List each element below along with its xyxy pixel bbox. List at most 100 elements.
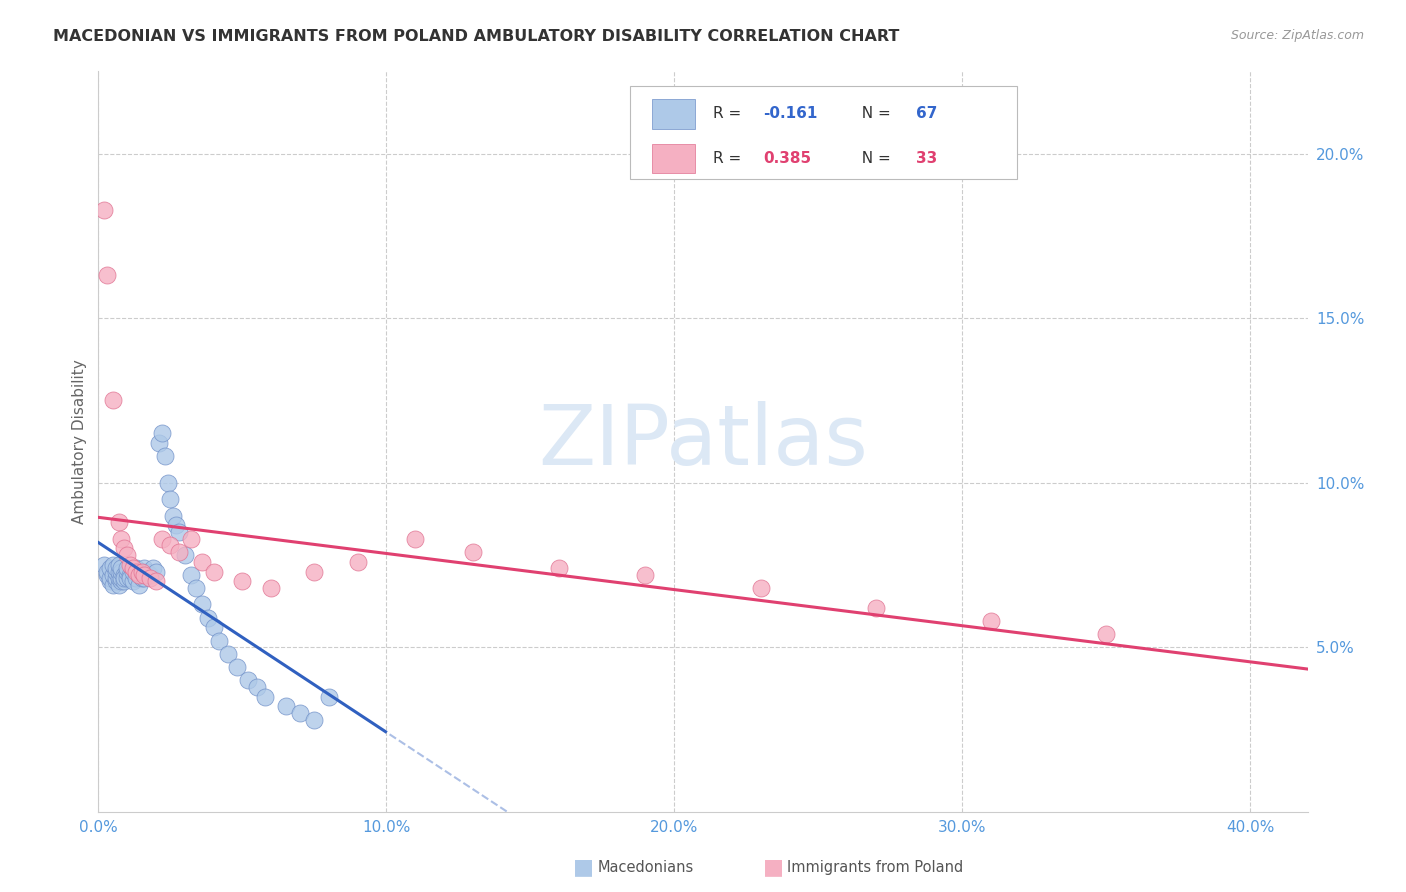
Point: [202, 565, 225, 579]
Point: [180, 532, 202, 546]
Point: [93, 202, 115, 217]
Point: [120, 571, 142, 585]
Point: [1095, 627, 1118, 641]
Point: [288, 706, 311, 720]
Point: [150, 426, 173, 441]
Point: [318, 690, 340, 704]
Point: [148, 436, 170, 450]
Text: 0.385: 0.385: [763, 151, 811, 166]
Point: [173, 548, 195, 562]
Point: [634, 567, 657, 582]
Point: [134, 561, 156, 575]
Point: [186, 581, 208, 595]
Point: [159, 492, 181, 507]
Point: [107, 515, 129, 529]
Point: [139, 567, 162, 582]
Y-axis label: Ambulatory Disability: Ambulatory Disability: [72, 359, 87, 524]
Text: MACEDONIAN VS IMMIGRANTS FROM POLAND AMBULATORY DISABILITY CORRELATION CHART: MACEDONIAN VS IMMIGRANTS FROM POLAND AMB…: [53, 29, 900, 44]
Point: [98, 571, 121, 585]
Point: [145, 565, 167, 579]
Point: [304, 713, 326, 727]
Point: [260, 581, 283, 595]
Point: [104, 571, 127, 585]
Point: [749, 581, 772, 595]
Point: [159, 538, 181, 552]
Point: [217, 647, 239, 661]
Point: [865, 600, 887, 615]
Point: [96, 268, 118, 283]
Point: [162, 508, 184, 523]
Point: [101, 577, 124, 591]
Point: [96, 565, 118, 579]
FancyBboxPatch shape: [630, 87, 1018, 178]
Point: [93, 558, 115, 572]
Point: [104, 565, 127, 579]
Point: [980, 614, 1002, 628]
Point: [120, 558, 142, 572]
Point: [236, 673, 259, 687]
Point: [112, 574, 135, 589]
Text: R =: R =: [713, 106, 745, 121]
Point: [128, 567, 150, 582]
Point: [110, 574, 132, 589]
Point: [115, 571, 138, 585]
Point: [125, 571, 148, 585]
Point: [134, 571, 156, 585]
Point: [125, 561, 148, 575]
Point: [231, 574, 253, 589]
Point: [134, 567, 156, 582]
Point: [404, 532, 426, 546]
Point: [145, 574, 167, 589]
Point: [122, 565, 145, 579]
Point: [115, 548, 138, 562]
Point: [156, 475, 179, 490]
Point: [128, 567, 150, 582]
Point: [101, 393, 124, 408]
Point: [136, 565, 159, 579]
Point: [165, 518, 187, 533]
Text: 67: 67: [915, 106, 938, 121]
Point: [131, 571, 153, 585]
Point: [191, 598, 214, 612]
Point: [274, 699, 297, 714]
Point: [115, 565, 138, 579]
Text: ■: ■: [574, 857, 593, 877]
FancyBboxPatch shape: [652, 99, 695, 128]
Point: [110, 561, 132, 575]
Point: [254, 690, 277, 704]
Point: [208, 633, 231, 648]
Point: [98, 574, 121, 589]
Point: [139, 571, 162, 585]
Point: [112, 571, 135, 585]
Point: [120, 567, 142, 582]
Point: [167, 524, 190, 539]
Text: 33: 33: [915, 151, 936, 166]
Text: R =: R =: [713, 151, 745, 166]
Point: [180, 567, 202, 582]
Point: [110, 571, 132, 585]
Point: [104, 574, 127, 589]
Text: Immigrants from Poland: Immigrants from Poland: [787, 860, 963, 874]
Point: [101, 567, 124, 582]
Point: [122, 574, 145, 589]
Point: [107, 577, 129, 591]
Text: -0.161: -0.161: [763, 106, 818, 121]
Text: Macedonians: Macedonians: [598, 860, 693, 874]
Point: [104, 561, 127, 575]
Point: [112, 567, 135, 582]
Point: [167, 545, 190, 559]
Point: [191, 555, 214, 569]
Point: [112, 541, 135, 556]
Point: [461, 545, 484, 559]
Text: Source: ZipAtlas.com: Source: ZipAtlas.com: [1230, 29, 1364, 42]
Point: [128, 577, 150, 591]
Point: [125, 565, 148, 579]
Point: [115, 561, 138, 575]
Point: [110, 565, 132, 579]
FancyBboxPatch shape: [652, 144, 695, 173]
Point: [110, 532, 132, 546]
Point: [98, 561, 121, 575]
Point: [304, 565, 326, 579]
Text: N =: N =: [852, 106, 896, 121]
Point: [142, 561, 165, 575]
